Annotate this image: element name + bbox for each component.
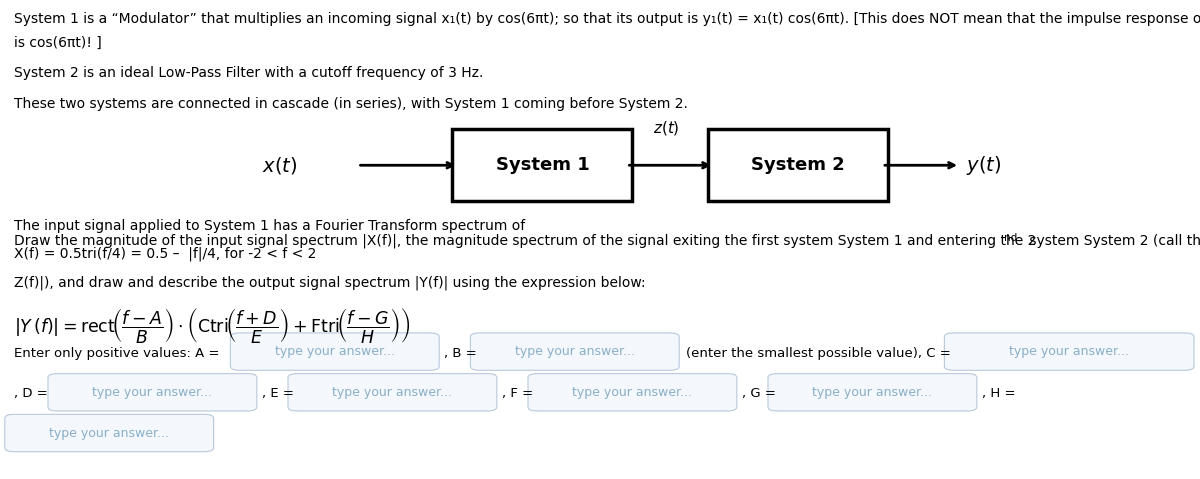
Text: These two systems are connected in cascade (in series), with System 1 coming bef: These two systems are connected in casca… (14, 97, 689, 111)
Text: , G =: , G = (742, 387, 775, 400)
Text: The input signal applied to System 1 has a Fourier Transform spectrum of: The input signal applied to System 1 has… (14, 219, 526, 233)
Text: Enter only positive values: A =: Enter only positive values: A = (14, 346, 220, 360)
Text: $|Y\,(f)| = \mathrm{rect}\!\left(\dfrac{f-A}{B}\right)\cdot\left(\mathrm{Ctri}\!: $|Y\,(f)| = \mathrm{rect}\!\left(\dfrac{… (14, 306, 412, 344)
Text: Z(f)|), and draw and describe the output signal spectrum |Y(f)| using the expres: Z(f)|), and draw and describe the output… (14, 276, 646, 290)
Text: (enter the smallest possible value), C =: (enter the smallest possible value), C = (686, 346, 952, 360)
Text: $x(t)$: $x(t)$ (263, 155, 298, 176)
FancyBboxPatch shape (452, 129, 632, 201)
Text: type your answer...: type your answer... (332, 386, 452, 399)
Text: type your answer...: type your answer... (515, 345, 635, 358)
FancyBboxPatch shape (944, 333, 1194, 370)
FancyBboxPatch shape (768, 374, 977, 411)
Text: , F =: , F = (502, 387, 533, 400)
Text: type your answer...: type your answer... (49, 426, 169, 440)
Text: System 2: System 2 (751, 156, 845, 174)
FancyBboxPatch shape (230, 333, 439, 370)
FancyBboxPatch shape (708, 129, 888, 201)
Text: type your answer...: type your answer... (812, 386, 932, 399)
Text: X(f) = 0.5tri(f/4) = 0.5 –  |f|/4, for -2 < f < 2: X(f) = 0.5tri(f/4) = 0.5 – |f|/4, for -2… (14, 246, 317, 261)
Text: , D =: , D = (14, 387, 48, 400)
FancyBboxPatch shape (288, 374, 497, 411)
Text: , B =: , B = (444, 346, 476, 360)
Text: $z(t)$: $z(t)$ (653, 118, 679, 137)
FancyBboxPatch shape (470, 333, 679, 370)
Text: nd: nd (1004, 233, 1018, 243)
Text: $y(t)$: $y(t)$ (966, 154, 1001, 177)
Text: type your answer...: type your answer... (275, 345, 395, 358)
Text: type your answer...: type your answer... (1009, 345, 1129, 358)
Text: System 1 is a “Modulator” that multiplies an incoming signal x₁(t) by cos(6πt); : System 1 is a “Modulator” that multiplie… (14, 12, 1200, 26)
Text: type your answer...: type your answer... (572, 386, 692, 399)
Text: System 2 is an ideal Low-Pass Filter with a cutoff frequency of 3 Hz.: System 2 is an ideal Low-Pass Filter wit… (14, 66, 484, 80)
Text: type your answer...: type your answer... (92, 386, 212, 399)
Text: Draw the magnitude of the input signal spectrum |X(f)|, the magnitude spectrum o: Draw the magnitude of the input signal s… (14, 233, 1037, 248)
Text: is cos(6πt)! ]: is cos(6πt)! ] (14, 36, 102, 50)
Text: System 1: System 1 (496, 156, 589, 174)
FancyBboxPatch shape (48, 374, 257, 411)
Text: system System 2 (call this signal |: system System 2 (call this signal | (1025, 233, 1200, 248)
Text: , E =: , E = (262, 387, 294, 400)
Text: , H =: , H = (982, 387, 1015, 400)
FancyBboxPatch shape (5, 414, 214, 452)
FancyBboxPatch shape (528, 374, 737, 411)
